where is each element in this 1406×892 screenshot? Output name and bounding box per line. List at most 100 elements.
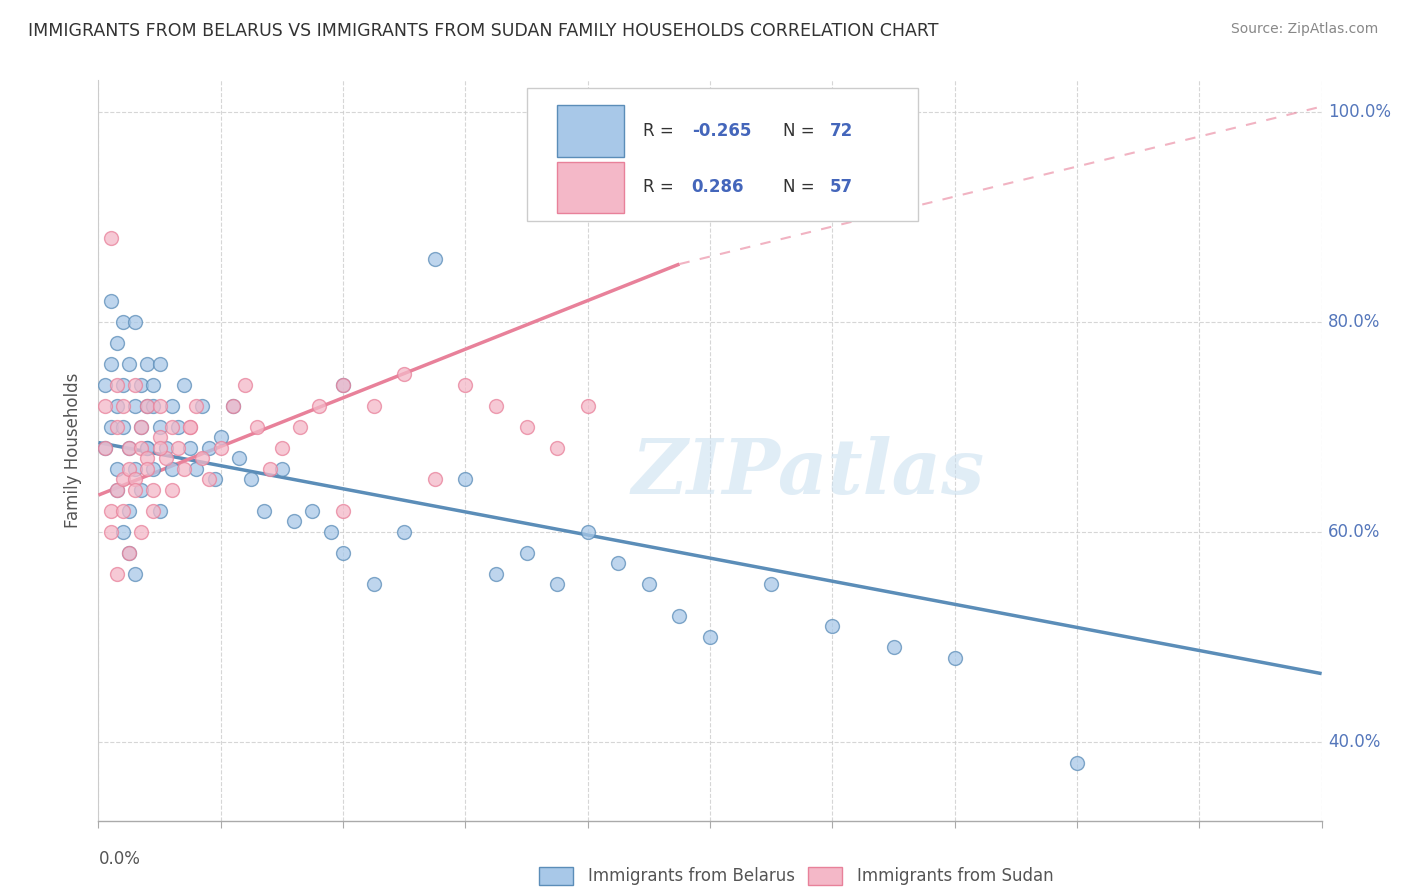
Point xyxy=(105,335,128,350)
Point xyxy=(319,524,342,539)
Point xyxy=(668,608,690,623)
Point xyxy=(173,377,195,392)
Point xyxy=(118,546,141,560)
Point xyxy=(222,399,245,413)
Y-axis label: Family Households: Family Households xyxy=(65,373,83,528)
Point xyxy=(124,377,146,392)
Point xyxy=(142,377,165,392)
Point xyxy=(142,399,165,413)
Point xyxy=(111,315,134,329)
Point xyxy=(173,462,195,476)
Point xyxy=(124,462,146,476)
Point xyxy=(100,504,122,518)
Point xyxy=(142,462,165,476)
Point xyxy=(105,566,128,581)
Text: 57: 57 xyxy=(830,178,853,196)
Text: 60.0%: 60.0% xyxy=(1327,523,1381,541)
Point xyxy=(93,377,115,392)
Point xyxy=(155,441,177,455)
Point xyxy=(546,441,568,455)
Point xyxy=(100,357,122,371)
Point xyxy=(179,420,201,434)
Point xyxy=(105,483,128,497)
Point xyxy=(93,441,115,455)
Point xyxy=(197,441,219,455)
Point xyxy=(124,483,146,497)
Point xyxy=(179,420,201,434)
Point xyxy=(423,472,446,486)
Point xyxy=(363,399,385,413)
Point xyxy=(142,483,165,497)
Point xyxy=(186,462,208,476)
Point xyxy=(233,377,256,392)
Point xyxy=(155,451,177,466)
Point xyxy=(363,577,385,591)
Point xyxy=(124,315,146,329)
Point xyxy=(118,441,141,455)
Text: 40.0%: 40.0% xyxy=(1327,733,1381,751)
Point xyxy=(308,399,330,413)
Point xyxy=(332,504,354,518)
Point xyxy=(118,441,141,455)
Point xyxy=(118,546,141,560)
Point xyxy=(454,472,477,486)
Point xyxy=(301,504,323,518)
Point xyxy=(111,524,134,539)
Point xyxy=(149,504,172,518)
Point xyxy=(283,514,305,528)
Point xyxy=(607,557,630,571)
Bar xyxy=(538,867,574,886)
Point xyxy=(149,399,172,413)
Point xyxy=(179,441,201,455)
Point xyxy=(129,377,152,392)
Point xyxy=(129,441,152,455)
Point xyxy=(485,399,508,413)
Point xyxy=(129,420,152,434)
Point xyxy=(118,504,141,518)
Point xyxy=(160,483,183,497)
Point xyxy=(105,377,128,392)
Point xyxy=(129,524,152,539)
Point xyxy=(204,472,226,486)
Point xyxy=(576,524,599,539)
Point xyxy=(259,462,281,476)
Text: R =: R = xyxy=(643,178,679,196)
Text: N =: N = xyxy=(783,178,820,196)
Point xyxy=(149,441,172,455)
Point xyxy=(100,293,122,308)
Point xyxy=(124,399,146,413)
Point xyxy=(1066,756,1088,770)
Bar xyxy=(808,867,842,886)
Point xyxy=(105,399,128,413)
Point xyxy=(699,630,721,644)
Point xyxy=(240,472,263,486)
Point xyxy=(167,441,190,455)
Point xyxy=(149,430,172,444)
Point xyxy=(100,420,122,434)
Point xyxy=(111,399,134,413)
Text: 0.0%: 0.0% xyxy=(98,850,141,868)
Point xyxy=(160,462,183,476)
Point xyxy=(454,377,477,392)
Point xyxy=(209,441,232,455)
Point xyxy=(118,357,141,371)
Text: R =: R = xyxy=(643,121,679,140)
Point xyxy=(111,504,134,518)
Point xyxy=(124,472,146,486)
Point xyxy=(270,462,292,476)
Point xyxy=(270,441,292,455)
Point xyxy=(197,472,219,486)
Point xyxy=(136,462,159,476)
Point xyxy=(516,546,538,560)
Point xyxy=(160,420,183,434)
Point xyxy=(93,441,115,455)
Point xyxy=(124,566,146,581)
Point xyxy=(191,451,214,466)
Point xyxy=(228,451,250,466)
Text: Immigrants from Belarus: Immigrants from Belarus xyxy=(588,867,794,885)
Point xyxy=(149,357,172,371)
Point xyxy=(332,377,354,392)
Point xyxy=(222,399,245,413)
Point xyxy=(93,399,115,413)
Point xyxy=(821,619,844,633)
